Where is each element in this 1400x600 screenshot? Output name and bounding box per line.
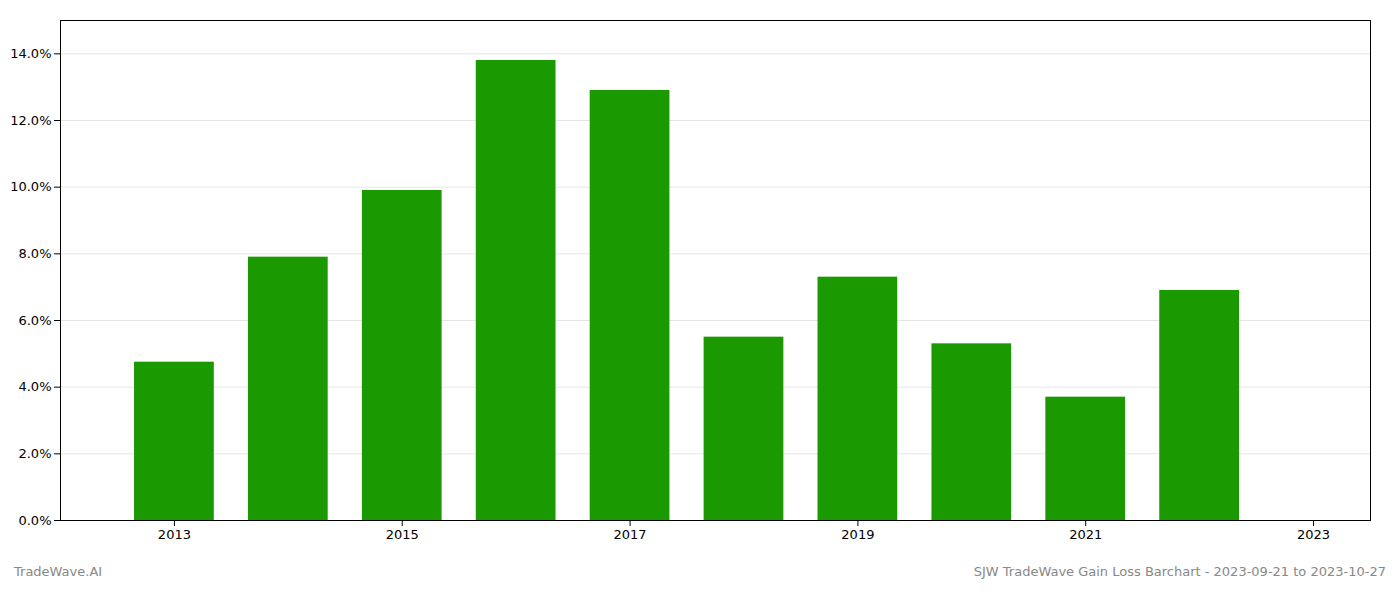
- svg-text:14.0%: 14.0%: [10, 46, 51, 61]
- svg-text:6.0%: 6.0%: [18, 313, 51, 328]
- svg-text:2017: 2017: [614, 527, 647, 542]
- svg-text:4.0%: 4.0%: [18, 379, 51, 394]
- svg-text:10.0%: 10.0%: [10, 179, 51, 194]
- svg-text:2015: 2015: [386, 527, 419, 542]
- svg-text:12.0%: 12.0%: [10, 113, 51, 128]
- svg-text:0.0%: 0.0%: [18, 513, 51, 528]
- html-text:TradeWave.AI: TradeWave.AI: [14, 564, 103, 579]
- svg-text:2021: 2021: [1069, 527, 1102, 542]
- svg-text:2019: 2019: [841, 527, 874, 542]
- svg-text:2013: 2013: [158, 527, 191, 542]
- svg-text:2023: 2023: [1297, 527, 1330, 542]
- svg-text:2.0%: 2.0%: [18, 446, 51, 461]
- svg-text:8.0%: 8.0%: [18, 246, 51, 261]
- html-text:SJW TradeWave Gain Loss Barcha: SJW TradeWave Gain Loss Barchart - 2023-…: [973, 564, 1386, 579]
